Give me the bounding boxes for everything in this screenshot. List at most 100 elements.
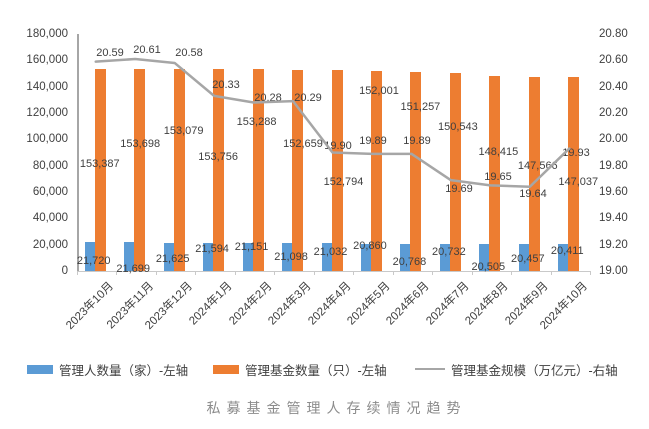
bar-label-managers: 21,594 [195, 243, 229, 255]
line-point-label: 20.28 [254, 92, 282, 104]
y-axis-left-tick-label: 160,000 [26, 54, 68, 67]
y-axis-left-tick-label: 120,000 [26, 107, 68, 119]
x-axis-tick-mark [116, 271, 118, 275]
y-axis-right-tick-label: 19.20 [599, 238, 628, 251]
line-point-label: 20.61 [133, 44, 161, 56]
x-axis-tick-mark [313, 271, 315, 275]
x-axis-tick-mark [195, 271, 197, 275]
bar-label-funds: 147,566 [517, 160, 558, 172]
y-axis-right-tick-label: 20.60 [599, 54, 628, 67]
bar-managers [242, 243, 253, 271]
x-axis-tick-mark [471, 271, 473, 275]
x-axis-tick-mark [234, 271, 236, 275]
y-axis-right-tick-label: 19.60 [599, 186, 628, 198]
x-axis-tick-mark [392, 271, 394, 275]
bar-label-funds: 152,659 [283, 138, 323, 150]
bar-managers [400, 243, 411, 271]
bar-label-funds: 152,001 [359, 85, 399, 97]
bar-managers [203, 242, 214, 271]
y-axis-right-tick-label: 20.80 [599, 28, 628, 40]
bar-label-funds: 153,079 [163, 125, 204, 137]
x-axis-line [77, 271, 590, 272]
bar-funds [134, 68, 146, 271]
bar-label-managers: 20,457 [510, 253, 545, 265]
line-point-label: 20.58 [175, 47, 203, 59]
bar-managers [321, 243, 332, 271]
y-axis-right-tick-label: 19.80 [599, 159, 628, 172]
line-point-label: 19.90 [324, 140, 352, 152]
bar-managers [479, 244, 490, 271]
y-axis-right-tick-label: 20.20 [599, 107, 628, 119]
bar-label-managers: 21,625 [155, 253, 190, 265]
bar-label-funds: 153,756 [198, 151, 238, 163]
bar-funds [213, 68, 225, 271]
line-point-label: 19.89 [403, 135, 431, 147]
line-point-label: 20.59 [96, 47, 124, 59]
x-axis-tick-mark [353, 271, 355, 275]
bar-label-managers: 20,732 [432, 246, 466, 258]
bar-managers [84, 242, 95, 271]
bar-label-managers: 20,860 [353, 240, 387, 252]
legend-swatch-managers [27, 364, 53, 374]
bar-funds [331, 69, 343, 271]
legend-item-managers: 管理人数量（家）-左轴 [27, 361, 189, 378]
y-axis-left-tick-label: 0 [61, 265, 68, 277]
left-axis-line [77, 34, 79, 271]
x-axis-tick-mark [550, 271, 552, 275]
bar-label-funds: 148,415 [478, 146, 519, 158]
x-axis-tick-mark [511, 271, 513, 275]
bar-label-funds: 150,543 [437, 121, 478, 133]
bar-label-managers: 21,151 [234, 241, 269, 253]
bar-managers [124, 242, 135, 271]
bar-label-funds: 153,288 [236, 116, 277, 128]
y-axis-right-tick-label: 19.00 [599, 265, 628, 277]
bar-funds [94, 69, 106, 271]
legend-label-funds: 管理基金数量（只）-左轴 [245, 363, 387, 378]
line-point-label: 19.65 [484, 171, 512, 183]
bar-label-funds: 153,698 [120, 138, 161, 150]
line-point-label: 19.69 [445, 183, 473, 195]
bar-label-managers: 21,699 [116, 263, 151, 275]
bar-label-funds: 152,794 [323, 176, 364, 188]
legend-swatch-funds [213, 364, 239, 374]
bar-managers [558, 244, 569, 271]
y-axis-left-tick-label: 60,000 [32, 186, 68, 198]
x-axis-tick-mark [274, 271, 276, 275]
line-point-label: 19.64 [519, 188, 547, 200]
y-axis-left-tick-label: 100,000 [26, 133, 68, 146]
bar-funds [449, 72, 461, 271]
bar-managers [163, 242, 174, 271]
y-axis-left-tick-label: 180,000 [26, 28, 68, 40]
x-axis-tick-mark [77, 271, 78, 275]
legend-label-managers: 管理人数量（家）-左轴 [59, 363, 189, 378]
bar-label-funds: 151,257 [400, 101, 441, 113]
bar-label-funds: 147,037 [558, 176, 599, 188]
chart-title: 私募基金管理人存续情况趋势 [206, 400, 467, 416]
x-axis-tick-mark [590, 271, 591, 275]
y-axis-right-tick-label: 20.00 [599, 133, 628, 146]
line-point-label: 19.89 [359, 135, 387, 147]
bar-funds [568, 77, 580, 271]
y-axis-right-tick-label: 20.40 [599, 80, 628, 93]
bar-managers [360, 243, 371, 271]
bar-managers [282, 243, 293, 271]
bar-label-managers: 21,720 [76, 255, 111, 267]
x-axis-tick-mark [155, 271, 157, 275]
bar-funds [173, 69, 185, 271]
bar-managers [518, 244, 529, 271]
bar-label-managers: 20,411 [550, 245, 584, 257]
line-point-label: 19.93 [562, 147, 590, 159]
y-axis-left-tick-label: 80,000 [32, 159, 68, 172]
legend-item-funds: 管理基金数量（只）-左轴 [213, 361, 387, 378]
bar-label-managers: 20,768 [392, 256, 427, 268]
legend-item-scale: 管理基金规模（万亿元）-右轴 [415, 361, 618, 378]
y-axis-right-tick-label: 19.40 [599, 212, 628, 225]
bar-label-managers: 21,032 [313, 246, 348, 258]
bar-label-managers: 21,098 [274, 251, 308, 263]
y-axis-left-tick-label: 140,000 [26, 80, 68, 93]
legend-label-scale: 管理基金规模（万亿元）-右轴 [451, 363, 618, 378]
line-point-label: 20.33 [212, 79, 240, 91]
x-axis-tick-mark [432, 271, 434, 275]
y-axis-left-tick-label: 40,000 [32, 212, 68, 225]
